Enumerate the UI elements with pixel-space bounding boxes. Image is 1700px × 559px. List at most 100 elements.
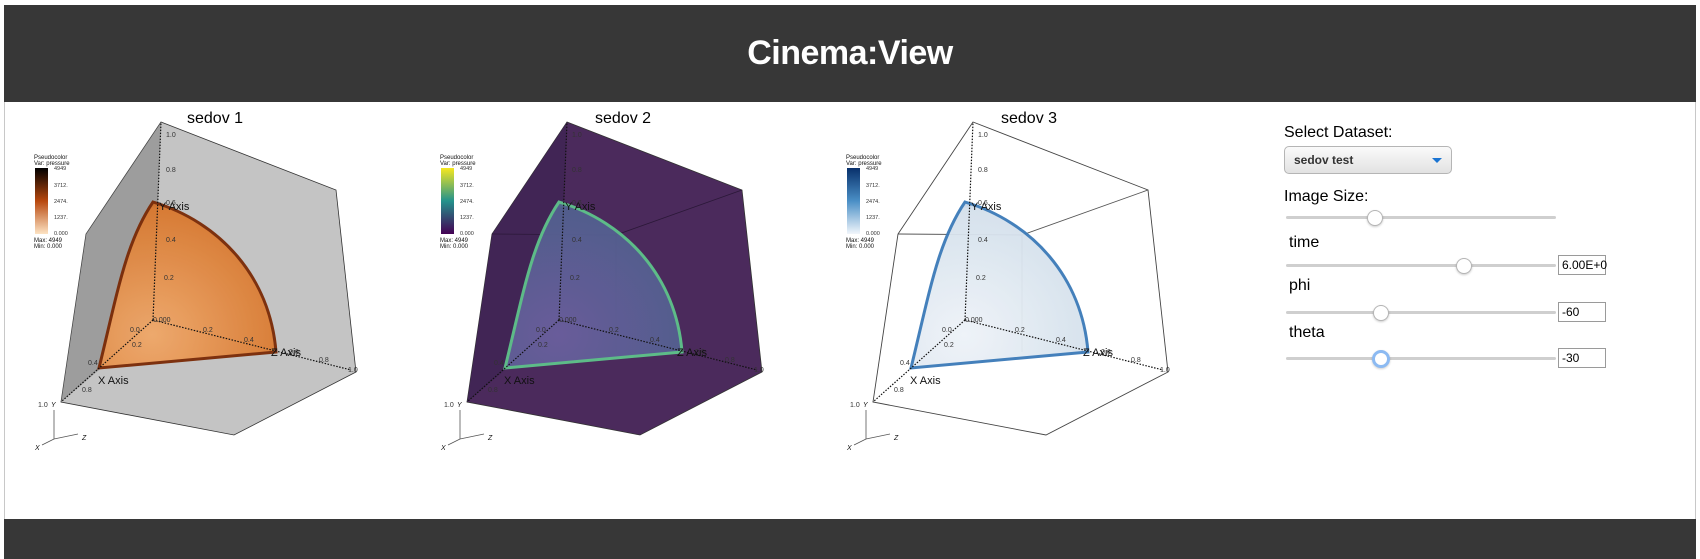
image-size-label: Image Size:	[1284, 188, 1369, 205]
z-tick-label: 0.6	[1101, 349, 1111, 356]
legend-tick-label: 1237.	[866, 215, 880, 221]
phi-slider-thumb[interactable]	[1372, 305, 1389, 321]
time-slider[interactable]	[1286, 264, 1556, 267]
x-tick-label: 0.2	[132, 342, 142, 349]
y-tick-label: 1.0	[166, 132, 176, 139]
y-tick-label: 0.4	[978, 237, 988, 244]
x-tick-label: 0.4	[494, 360, 504, 367]
legend-max: Max: 4949	[440, 238, 469, 244]
sedov-sphere-octant	[97, 200, 278, 370]
z-axis-title: Z Axis	[1083, 347, 1113, 359]
z-axis-title: Z Axis	[677, 347, 707, 359]
triad-x	[447, 438, 461, 446]
y-tick-label: 0.6	[572, 200, 582, 207]
x-tick-label: 1.0	[444, 402, 454, 409]
sedov-sphere-octant	[909, 200, 1090, 370]
x-axis-title: X Axis	[504, 375, 535, 387]
y-axis-title: Y Axis	[971, 201, 1002, 213]
legend-tick-label: 3712.	[460, 183, 474, 189]
z-tick-label: 0.4	[650, 337, 660, 344]
y-tick-label: 0.000	[965, 317, 983, 324]
theta-slider[interactable]	[1286, 357, 1556, 360]
z-tick-label: 1.0	[348, 367, 358, 374]
triad-z	[53, 433, 79, 440]
time-label: time	[1289, 234, 1320, 251]
triad-y-label: Y	[457, 402, 463, 409]
y-tick-label: 0.6	[978, 200, 988, 207]
legend-min: Min: 0.000	[846, 244, 875, 250]
time-value-input[interactable]: 6.00E+0	[1558, 255, 1607, 275]
x-axis-line	[60, 319, 154, 403]
y-axis-title: Y Axis	[159, 201, 190, 213]
z-tick-label: 0.2	[1015, 327, 1025, 334]
z-axis-line	[152, 319, 352, 371]
theta-slider-thumb[interactable]	[1371, 350, 1390, 368]
z-axis-line	[558, 319, 758, 371]
axes	[872, 121, 1164, 403]
legend-title: Pseudocolor	[34, 155, 67, 161]
z-tick-label: 1.0	[754, 367, 764, 374]
z-tick-label: 0.2	[203, 327, 213, 334]
view-sedov-1: sedov 1 1.0 0.8 0.6 0.4 0.2 0.000 0.2 0.4 0.6 0.8…	[6, 102, 416, 517]
x-tick-label: 0.8	[894, 387, 904, 394]
triad-z-label: Z	[487, 435, 493, 442]
y-axis-line	[964, 121, 974, 321]
triad-z	[865, 433, 891, 440]
triad-x-label: X	[34, 445, 40, 452]
x-tick-label: 0.4	[88, 360, 98, 367]
y-tick-label: 0.2	[570, 275, 580, 282]
triad-x-label: X	[440, 445, 446, 452]
orientation-triad	[853, 410, 891, 446]
z-tick-label: 0.6	[289, 349, 299, 356]
legend-tick-label: 0.000	[54, 231, 68, 237]
z-tick-label: 0.4	[1056, 337, 1066, 344]
legend-tick-label: 3712.	[866, 183, 880, 189]
triad-y-label: Y	[51, 402, 57, 409]
render-image[interactable]: 1.0 0.8 0.6 0.4 0.2 0.000 0.2 0.4 0.6 0.8 1.0 0.2 0.…	[6, 102, 416, 517]
y-axis-line	[152, 121, 162, 321]
legend-tick-label: 4949	[54, 166, 66, 172]
dataset-label: Select Dataset:	[1284, 124, 1393, 141]
theta-value-input[interactable]: -30	[1558, 348, 1606, 368]
sedov-sphere-octant	[503, 200, 684, 370]
legend-tick-label: 0.000	[866, 231, 880, 237]
image-size-slider-thumb[interactable]	[1367, 210, 1384, 226]
orientation-triad	[41, 410, 79, 446]
legend-tick-label: 2474.	[866, 199, 880, 205]
legend-subtitle: Var: pressure	[440, 161, 476, 167]
legend-tick-label: 2474.	[54, 199, 68, 205]
y-tick-label: 0.000	[559, 317, 577, 324]
y-tick-label: 0.8	[572, 167, 582, 174]
dataset-select[interactable]: sedov test	[1284, 146, 1452, 174]
y-tick-label: 0.2	[976, 275, 986, 282]
box-edge	[897, 189, 1149, 236]
phi-value-input[interactable]: -60	[1558, 302, 1606, 322]
render-image[interactable]: 1.0 0.8 0.6 0.4 0.2 0.000 0.2 0.4 0.6 0.8 1.0 0.2 0.…	[818, 102, 1228, 517]
app-footer	[4, 519, 1696, 559]
legend-tick-label: 3712.	[54, 183, 68, 189]
legend-tick-label: 0.000	[460, 231, 474, 237]
origin-label: 0.0	[942, 327, 952, 334]
render-image[interactable]: 1.0 0.8 0.6 0.4 0.2 0.000 0.2 0.4 0.6 0.8 1.0 0.2 0.…	[412, 102, 822, 517]
dataset-selected-value: sedov test	[1294, 153, 1354, 167]
x-axis-title: X Axis	[910, 375, 941, 387]
triad-y-label: Y	[863, 402, 869, 409]
y-tick-label: 0.8	[166, 167, 176, 174]
x-tick-label: 0.4	[900, 360, 910, 367]
z-tick-label: 0.2	[609, 327, 619, 334]
legend-title: Pseudocolor	[846, 155, 879, 161]
view-sedov-3: sedov 3 1.0 0.8 0.6 0.4 0.2 0.000 0.2 0.4 0.6 0.8…	[818, 102, 1228, 517]
z-tick-label: 0.8	[1131, 357, 1141, 364]
legend-tick-label: 1237.	[54, 215, 68, 221]
view-title: sedov 3	[1001, 110, 1058, 127]
triad-x	[41, 438, 55, 446]
app-header: Cinema:View	[4, 5, 1696, 102]
y-tick-label: 0.8	[978, 167, 988, 174]
triad-x-label: X	[846, 445, 852, 452]
phi-slider[interactable]	[1286, 311, 1556, 314]
x-tick-label: 0.8	[82, 387, 92, 394]
legend-max: Max: 4949	[34, 238, 63, 244]
time-slider-thumb[interactable]	[1456, 258, 1473, 274]
image-size-slider[interactable]	[1286, 216, 1556, 219]
x-tick-label: 0.2	[944, 342, 954, 349]
